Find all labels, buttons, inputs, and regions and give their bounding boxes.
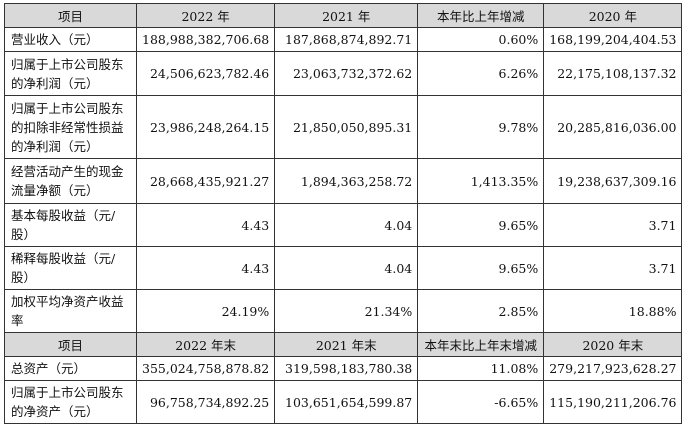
table-cell: 28,668,435,921.27 [135, 158, 276, 204]
table-cell: 2.85% [417, 289, 545, 333]
table-cell: 9.65% [417, 203, 545, 247]
table-cell: 19,238,637,309.16 [543, 158, 683, 204]
row-label: 营业收入（元） [4, 27, 137, 52]
table-cell: 23,986,248,264.15 [135, 95, 276, 159]
table-cell: 21,850,050,895.31 [274, 95, 419, 159]
row-label: 稀释每股收益（元/股） [4, 246, 137, 290]
table-row: 归属于上市公司股东的净资产（元） 96,758,734,892.25 103,6… [4, 380, 683, 424]
table-cell: 355,024,758,878.82 [135, 356, 276, 381]
table-cell: 187,868,874,892.71 [274, 27, 419, 52]
table-cell: 4.43 [135, 203, 276, 247]
table-cell: 11.08% [417, 356, 545, 381]
header-cell: 2022 年 [135, 3, 276, 28]
row-label: 归属于上市公司股东的净资产（元） [4, 380, 137, 424]
row-label: 加权平均净资产收益率 [4, 289, 137, 333]
table-cell: 96,758,734,892.25 [135, 380, 276, 424]
financial-summary-table: 项目 2022 年 2021 年 本年比上年增减 2020 年 营业收入（元） … [4, 3, 683, 424]
table-cell: 23,063,732,372.62 [274, 51, 419, 96]
table-cell: 20,285,816,036.00 [543, 95, 683, 159]
table-cell: 0.60% [417, 27, 545, 52]
table-cell: 24,506,623,782.46 [135, 51, 276, 96]
table-row: 归属于上市公司股东的净利润（元） 24,506,623,782.46 23,06… [4, 51, 683, 96]
table-row: 营业收入（元） 188,988,382,706.68 187,868,874,8… [4, 27, 683, 52]
header-cell: 本年比上年增减 [417, 3, 545, 28]
table-cell: 21.34% [274, 289, 419, 333]
table-row: 总资产（元） 355,024,758,878.82 319,598,183,78… [4, 356, 683, 381]
table-header-row: 项目 2022 年末 2021 年末 本年末比上年末增减 2020 年末 [4, 332, 683, 357]
table-row: 加权平均净资产收益率 24.19% 21.34% 2.85% 18.88% [4, 289, 683, 333]
header-cell: 本年末比上年末增减 [417, 332, 545, 357]
table-cell: 6.26% [417, 51, 545, 96]
table-cell: 22,175,108,137.32 [543, 51, 683, 96]
header-cell: 2021 年 [274, 3, 419, 28]
table-cell: 4.43 [135, 246, 276, 290]
table-cell: -6.65% [417, 380, 545, 424]
table-cell: 9.65% [417, 246, 545, 290]
table-cell: 188,988,382,706.68 [135, 27, 276, 52]
table-cell: 24.19% [135, 289, 276, 333]
table-cell: 319,598,183,780.38 [274, 356, 419, 381]
table-cell: 1,894,363,258.72 [274, 158, 419, 204]
header-cell: 2022 年末 [135, 332, 276, 357]
table-row: 稀释每股收益（元/股） 4.43 4.04 9.65% 3.71 [4, 246, 683, 290]
table-cell: 115,190,211,206.76 [543, 380, 683, 424]
financial-table-container: 项目 2022 年 2021 年 本年比上年增减 2020 年 营业收入（元） … [4, 3, 683, 424]
table-cell: 103,651,654,599.87 [274, 380, 419, 424]
header-cell: 项目 [4, 3, 137, 28]
header-cell: 2021 年末 [274, 332, 419, 357]
table-cell: 9.78% [417, 95, 545, 159]
table-cell: 4.04 [274, 203, 419, 247]
table-cell: 279,217,923,628.27 [543, 356, 683, 381]
table-row: 经营活动产生的现金流量净额（元） 28,668,435,921.27 1,894… [4, 158, 683, 204]
table-cell: 168,199,204,404.53 [543, 27, 683, 52]
row-label: 归属于上市公司股东的净利润（元） [4, 51, 137, 96]
table-cell: 1,413.35% [417, 158, 545, 204]
row-label: 经营活动产生的现金流量净额（元） [4, 158, 137, 204]
header-cell: 2020 年末 [543, 332, 683, 357]
header-cell: 项目 [4, 332, 137, 357]
header-cell: 2020 年 [543, 3, 683, 28]
row-label: 基本每股收益（元/股） [4, 203, 137, 247]
table-cell: 18.88% [543, 289, 683, 333]
table-row: 基本每股收益（元/股） 4.43 4.04 9.65% 3.71 [4, 203, 683, 247]
row-label: 总资产（元） [4, 356, 137, 381]
table-row: 归属于上市公司股东的扣除非经常性损益的净利润（元） 23,986,248,264… [4, 95, 683, 159]
table-cell: 3.71 [543, 203, 683, 247]
row-label: 归属于上市公司股东的扣除非经常性损益的净利润（元） [4, 95, 137, 159]
table-cell: 4.04 [274, 246, 419, 290]
table-cell: 3.71 [543, 246, 683, 290]
table-header-row: 项目 2022 年 2021 年 本年比上年增减 2020 年 [4, 3, 683, 28]
